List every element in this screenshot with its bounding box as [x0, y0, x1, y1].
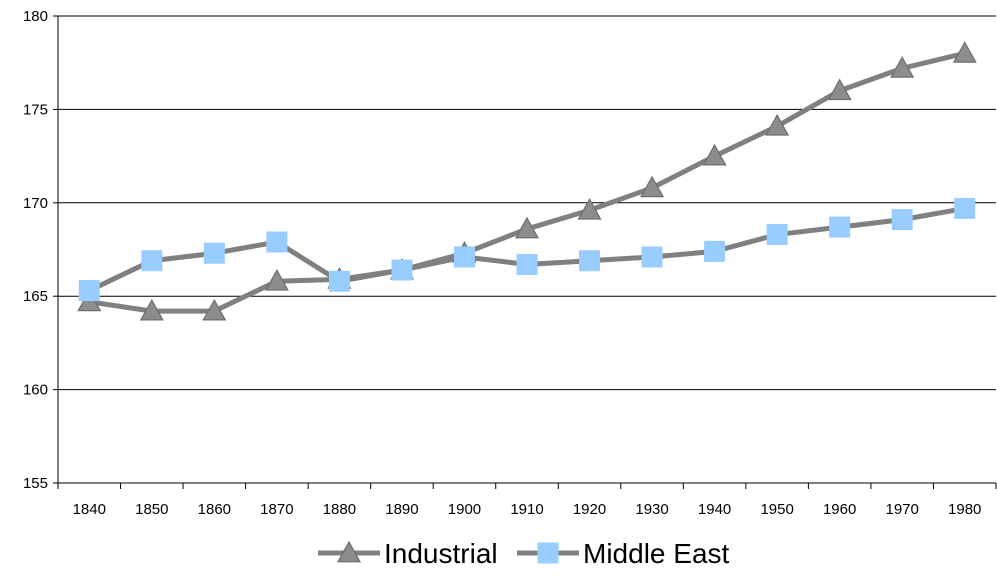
- y-tick-label: 155: [23, 475, 48, 492]
- x-tick-label: 1850: [135, 501, 168, 518]
- square-marker-point: [704, 240, 726, 262]
- square-marker-point: [516, 253, 538, 275]
- legend-entry-2: Middle East: [517, 538, 730, 569]
- square-marker-point: [203, 242, 225, 264]
- square-marker-point: [891, 209, 913, 231]
- legend: Industrial Middle East: [318, 538, 730, 569]
- legend-entry-1: Industrial: [318, 538, 498, 569]
- x-tick-label: 1910: [510, 501, 543, 518]
- x-tick-label: 1900: [448, 501, 481, 518]
- square-marker-point: [391, 259, 413, 281]
- x-tick-label: 1950: [760, 501, 793, 518]
- triangle-marker-point: [139, 298, 164, 321]
- y-tick-label: 175: [23, 101, 48, 118]
- triangle-marker-point: [577, 198, 602, 220]
- square-marker-icon: [537, 542, 559, 564]
- x-tick-label: 1860: [198, 501, 231, 518]
- square-marker-point: [579, 250, 601, 272]
- legend-label: Industrial: [384, 538, 498, 569]
- triangle-marker-point: [952, 41, 977, 63]
- y-tick-label: 160: [23, 382, 48, 399]
- y-tick-label: 180: [23, 8, 48, 25]
- x-tick-label: 1930: [635, 501, 668, 518]
- legend-label: Middle East: [583, 538, 730, 569]
- x-tick-label: 1840: [73, 501, 106, 518]
- square-marker-point: [829, 216, 851, 238]
- x-tick-label: 1980: [948, 501, 981, 518]
- square-marker-point: [78, 280, 100, 302]
- x-tick-label: 1960: [823, 501, 856, 518]
- series-markers: [77, 41, 977, 321]
- x-tick-label: 1970: [886, 501, 919, 518]
- triangle-marker-point: [640, 175, 665, 198]
- triangle-marker-point: [890, 56, 915, 78]
- axes: [57, 16, 996, 484]
- y-axis-ticks: 155 160 165 170 175 180: [23, 8, 58, 492]
- square-marker-point: [266, 231, 288, 253]
- square-marker-point: [641, 246, 663, 268]
- x-tick-label: 1920: [573, 501, 606, 518]
- y-tick-label: 165: [23, 288, 48, 305]
- triangle-marker-point: [202, 298, 227, 321]
- square-marker-point: [328, 270, 350, 292]
- y-tick-label: 170: [23, 195, 48, 212]
- triangle-marker-point: [514, 216, 540, 239]
- square-marker-point: [141, 250, 163, 272]
- square-marker-point: [954, 197, 976, 219]
- square-marker-point: [766, 224, 788, 246]
- x-tick-label: 1890: [385, 501, 418, 518]
- triangle-marker-point: [765, 113, 790, 136]
- x-tick-label: 1940: [698, 501, 731, 518]
- triangle-marker-icon: [336, 540, 362, 563]
- x-tick-label: 1880: [323, 501, 356, 518]
- x-axis-ticks: 1840 1850 1860 1870 1880 1890 1900 1910 1920 1930…: [57, 483, 997, 518]
- triangle-marker-point: [827, 78, 852, 101]
- gridlines: [58, 15, 996, 391]
- triangle-marker-point: [264, 269, 289, 291]
- x-tick-label: 1870: [260, 501, 293, 518]
- square-marker-point: [453, 246, 475, 268]
- triangle-marker-point: [702, 143, 727, 166]
